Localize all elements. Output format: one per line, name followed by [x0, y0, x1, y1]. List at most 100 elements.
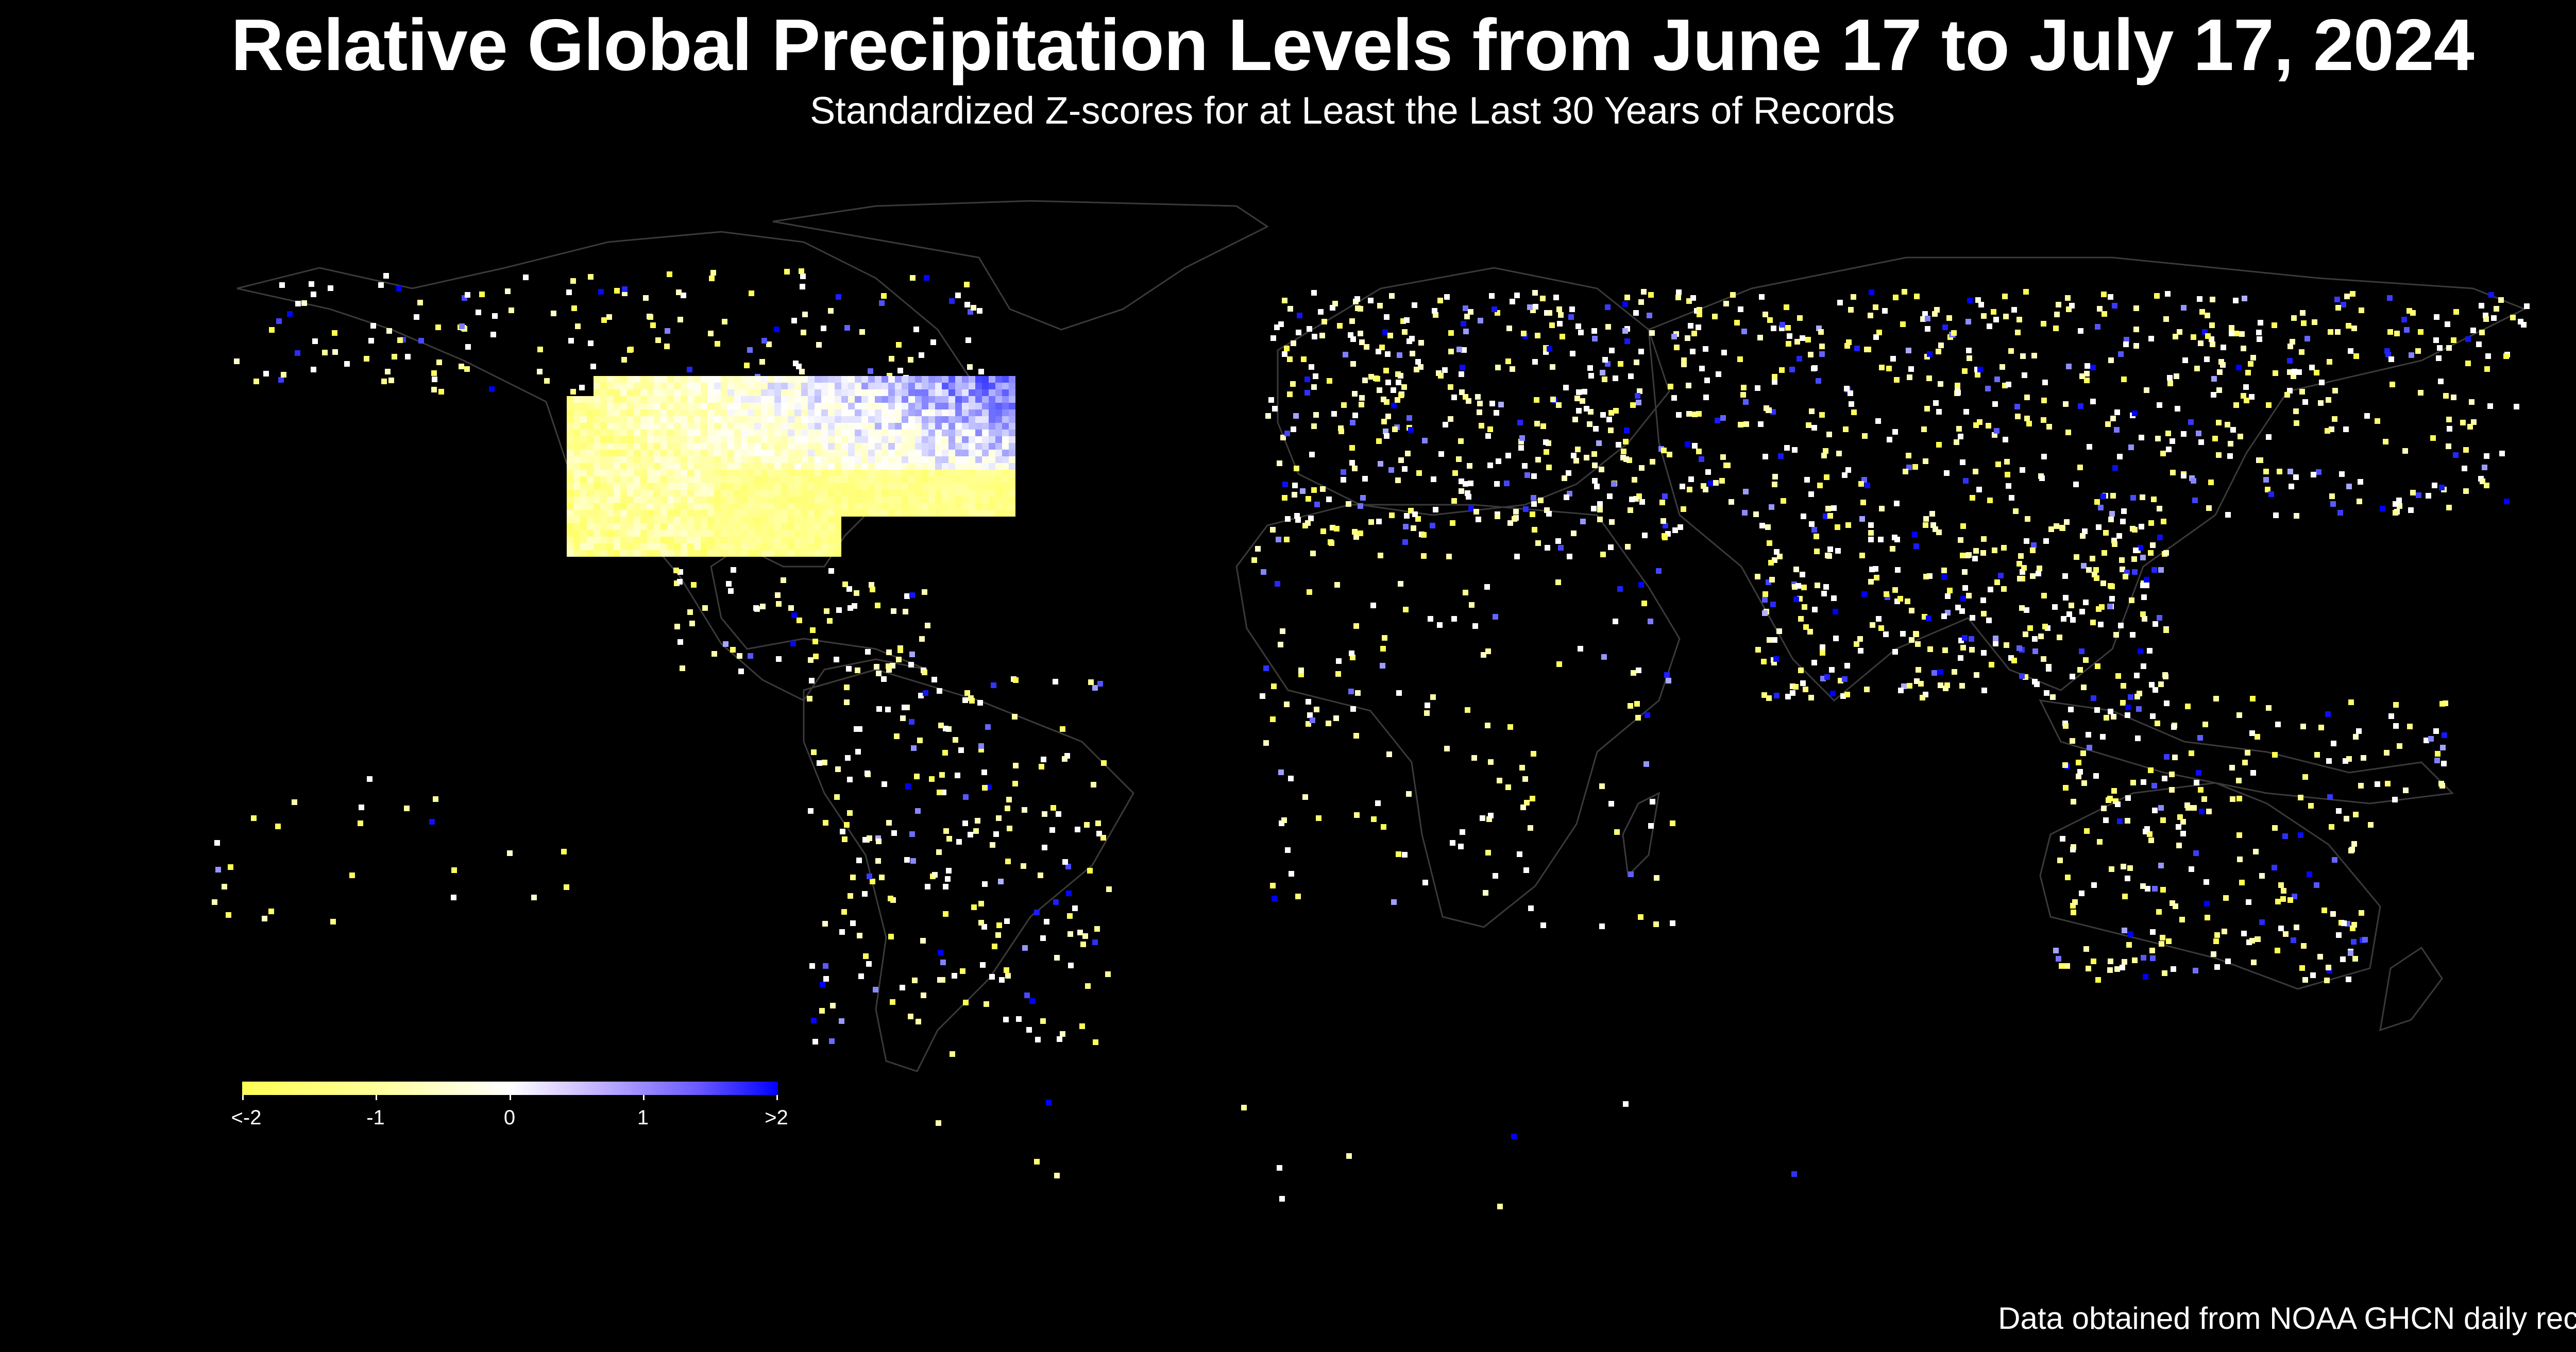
us-grid-cell: [962, 497, 969, 503]
station-marker: [964, 282, 970, 287]
station-marker: [2133, 343, 2139, 349]
us-grid-cell: [948, 503, 955, 510]
station-marker: [1488, 813, 1494, 818]
us-grid-cell: [995, 396, 1002, 403]
station-marker: [726, 581, 732, 587]
station-marker: [1346, 501, 1351, 507]
us-grid-cell: [855, 423, 861, 430]
station-marker: [2036, 571, 2041, 576]
station-marker: [885, 707, 891, 712]
us-grid-cell: [908, 470, 915, 476]
station-marker: [1803, 687, 1808, 692]
us-grid-cell: [580, 403, 587, 409]
station-marker: [1785, 694, 1791, 699]
station-marker: [1341, 402, 1347, 408]
us-grid-cell: [915, 430, 922, 436]
us-grid-cell: [761, 443, 768, 450]
us-grid-cell: [875, 443, 882, 450]
us-grid-cell: [942, 450, 948, 456]
us-grid-cell: [942, 396, 948, 403]
station-marker: [774, 327, 779, 332]
station-marker: [1725, 463, 1731, 468]
us-grid-cell: [774, 483, 781, 490]
us-grid-cell: [600, 403, 607, 409]
us-grid-cell: [674, 423, 681, 430]
station-marker: [2141, 594, 2147, 600]
us-grid-cell: [902, 409, 908, 416]
us-grid-cell: [908, 423, 915, 430]
station-marker: [1284, 346, 1290, 351]
us-grid-cell: [1009, 510, 1015, 517]
us-grid-cell: [808, 490, 815, 497]
us-grid-cell: [835, 383, 841, 389]
station-marker: [397, 337, 403, 343]
legend-label-neg1: -1: [366, 1106, 385, 1129]
station-marker: [2202, 722, 2208, 727]
us-grid-cell: [801, 416, 808, 423]
station-marker: [1381, 397, 1386, 402]
station-marker: [1505, 784, 1511, 790]
us-grid-cell: [975, 456, 982, 463]
station-marker: [1362, 378, 1368, 383]
station-marker: [2107, 967, 2113, 973]
station-marker: [1584, 406, 1589, 412]
us-grid-cell: [768, 436, 774, 443]
station-marker: [1641, 289, 1647, 295]
us-grid-cell: [727, 423, 734, 430]
station-marker: [2172, 755, 2178, 760]
us-grid-cell: [969, 409, 975, 416]
us-grid-cell: [634, 463, 640, 470]
station-marker: [674, 624, 680, 629]
station-marker: [2144, 826, 2150, 832]
station-marker: [2250, 355, 2256, 361]
station-marker: [2135, 735, 2141, 741]
us-grid-cell: [667, 543, 674, 550]
us-grid-cell: [587, 517, 594, 523]
station-marker: [2063, 785, 2069, 791]
station-marker: [1406, 415, 1412, 421]
us-grid-cell: [962, 450, 969, 456]
us-grid-cell: [902, 403, 908, 409]
us-grid-cell: [748, 443, 754, 450]
us-grid-cell: [861, 383, 868, 389]
station-marker: [2393, 723, 2399, 729]
station-marker: [1405, 451, 1411, 456]
station-marker: [385, 369, 391, 374]
station-marker: [1281, 817, 1287, 823]
us-grid-cell: [955, 450, 962, 456]
station-marker: [2016, 317, 2022, 322]
station-marker: [2100, 493, 2106, 499]
us-grid-cell: [580, 517, 587, 523]
station-marker: [2236, 778, 2242, 783]
us-grid-cell: [975, 376, 982, 383]
station-marker: [2447, 426, 2452, 432]
us-grid-cell: [741, 517, 748, 523]
us-grid-cell: [794, 376, 801, 383]
us-grid-cell: [607, 497, 614, 503]
us-grid-cell: [788, 436, 794, 443]
us-grid-cell: [848, 383, 855, 389]
station-marker: [965, 337, 971, 343]
station-marker: [2140, 883, 2146, 889]
station-marker: [1338, 429, 1344, 434]
station-marker: [879, 875, 885, 880]
us-grid-cell: [969, 463, 975, 470]
us-grid-cell: [761, 376, 768, 383]
station-marker: [1518, 445, 1524, 451]
station-marker: [1307, 589, 1312, 595]
station-marker: [1641, 601, 1647, 606]
us-grid-cell: [580, 476, 587, 483]
station-marker: [924, 275, 929, 281]
us-grid-cell: [687, 456, 694, 463]
us-grid-cell: [828, 430, 835, 436]
station-marker: [2121, 864, 2126, 869]
station-marker: [381, 379, 387, 384]
station-marker: [1088, 679, 1094, 685]
us-grid-cell: [882, 483, 888, 490]
station-marker: [1806, 422, 1811, 428]
us-grid-cell: [788, 463, 794, 470]
station-marker: [2299, 389, 2305, 395]
us-grid-cell: [942, 456, 948, 463]
us-grid-cell: [835, 409, 841, 416]
station-marker: [1662, 533, 1667, 539]
